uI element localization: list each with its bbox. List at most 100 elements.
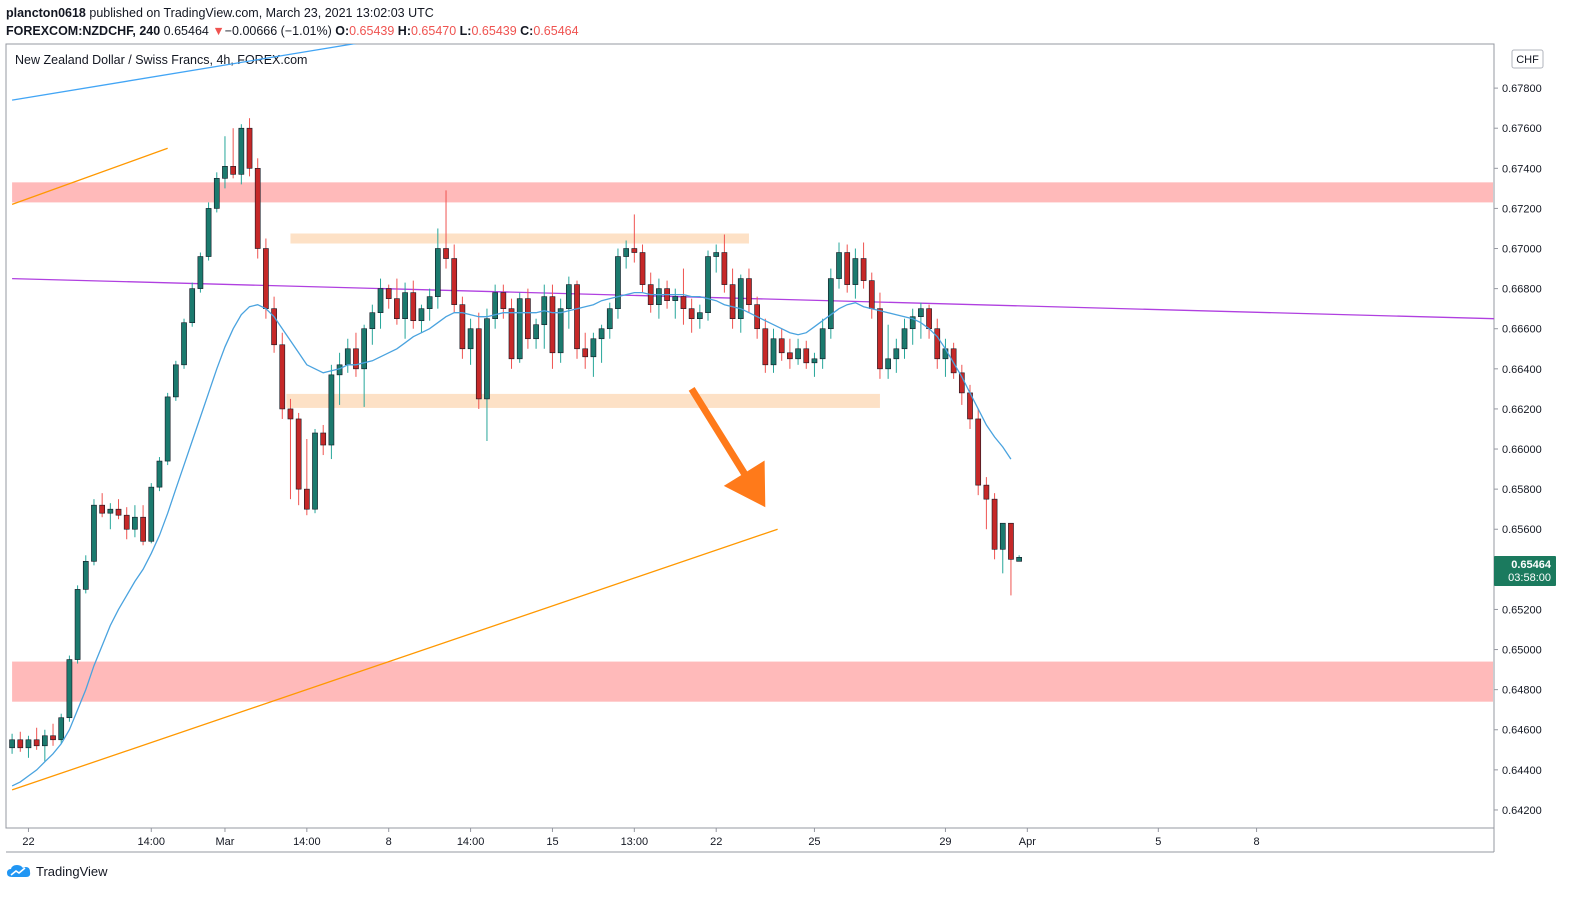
zones xyxy=(12,182,1494,702)
price-tick-label[interactable]: 0.64600 xyxy=(1502,725,1542,737)
time-tick-label[interactable]: 13:00 xyxy=(621,836,649,848)
candle-body xyxy=(844,252,851,285)
price-tick-label[interactable]: 0.66000 xyxy=(1502,444,1542,456)
candle xyxy=(172,360,179,401)
candle xyxy=(295,412,302,506)
candle-body xyxy=(156,460,163,488)
candle-body xyxy=(516,298,523,360)
candle-body xyxy=(623,248,629,257)
candle-body xyxy=(582,348,589,358)
price-tick-label[interactable]: 0.66600 xyxy=(1502,324,1542,336)
time-tick-label[interactable]: 8 xyxy=(1254,836,1260,848)
candle xyxy=(50,723,56,746)
time-tick-label[interactable]: 5 xyxy=(1155,836,1161,848)
time-tick-label[interactable]: Apr xyxy=(1019,836,1036,848)
candle-body xyxy=(713,252,720,257)
high-value: 0.65470 xyxy=(411,24,457,38)
candle xyxy=(484,308,490,442)
candle-body xyxy=(369,312,376,330)
candle-body xyxy=(983,484,990,500)
price-tick-label[interactable]: 0.65600 xyxy=(1502,524,1542,536)
candle xyxy=(189,282,196,327)
candle-body xyxy=(82,561,89,590)
price-tick-label[interactable]: 0.66800 xyxy=(1502,284,1542,296)
candle-body xyxy=(827,278,834,330)
time-axis[interactable]: 22 14:00 Mar 14:00 8 14:00 15 13:00 22 25 29 Apr 5 8 xyxy=(22,828,1260,848)
price-tick-label[interactable]: 0.67200 xyxy=(1502,203,1542,215)
candle-body xyxy=(17,739,24,749)
trendlines xyxy=(11,44,1494,791)
price-tag-bg xyxy=(1494,556,1556,586)
candle xyxy=(434,228,441,309)
author-name[interactable]: plancton0618 xyxy=(6,6,86,20)
time-tick-label[interactable]: 8 xyxy=(386,836,392,848)
candle xyxy=(557,298,564,363)
candle-body xyxy=(787,352,793,360)
time-tick-label[interactable]: 22 xyxy=(710,836,722,848)
candle-body xyxy=(615,256,621,309)
price-tick-label[interactable]: 0.64800 xyxy=(1502,685,1542,697)
candle xyxy=(868,272,875,319)
time-tick-label[interactable]: 14:00 xyxy=(293,836,321,848)
price-tick-label[interactable]: 0.67400 xyxy=(1502,163,1542,175)
time-tick-label[interactable]: 14:00 xyxy=(138,836,166,848)
time-tick-label[interactable]: 22 xyxy=(22,836,34,848)
candle-body xyxy=(230,166,236,175)
price-tick-label[interactable]: 0.64200 xyxy=(1502,805,1542,817)
price-tag-countdown: 03:58:00 xyxy=(1508,572,1551,584)
price-tick-label[interactable]: 0.64400 xyxy=(1502,765,1542,777)
price-tick-label[interactable]: 0.65200 xyxy=(1502,604,1542,616)
candle-body xyxy=(320,432,327,446)
down-arrow-icon xyxy=(688,387,766,508)
candle xyxy=(656,278,662,319)
candle xyxy=(451,244,458,313)
candle-body xyxy=(312,432,318,510)
candle-body xyxy=(729,284,736,320)
moving-average xyxy=(11,291,1012,787)
candle xyxy=(443,190,449,269)
candle xyxy=(1016,555,1022,562)
price-tick-label[interactable]: 0.67800 xyxy=(1502,83,1542,95)
candle-body xyxy=(746,278,752,305)
time-tick-label[interactable]: 25 xyxy=(808,836,820,848)
time-tick-label[interactable]: 14:00 xyxy=(457,836,485,848)
footer-brand[interactable]: TradingView xyxy=(36,863,108,879)
candle xyxy=(647,272,654,313)
candle xyxy=(631,214,638,263)
candle xyxy=(66,655,73,722)
candle-body xyxy=(434,248,441,297)
candle-body xyxy=(254,168,261,249)
symbol-label[interactable]: FOREXCOM:NZDCHF, 240 xyxy=(6,24,161,38)
trendline-blue-0 xyxy=(11,44,357,101)
candle-body xyxy=(868,280,875,309)
candle xyxy=(852,248,859,299)
currency-badge[interactable]: CHF xyxy=(1511,49,1544,69)
arrow-layer xyxy=(688,387,766,508)
candle xyxy=(140,505,146,546)
time-tick-label[interactable]: 15 xyxy=(546,836,558,848)
time-tick-label[interactable]: 29 xyxy=(939,836,951,848)
price-tick-label[interactable]: 0.65800 xyxy=(1502,484,1542,496)
candle xyxy=(958,364,965,405)
candle xyxy=(508,298,515,369)
candle-body xyxy=(598,328,605,340)
price-tick-label[interactable]: 0.67600 xyxy=(1502,123,1542,135)
candle xyxy=(254,158,261,259)
candle-body xyxy=(770,338,777,366)
price-tick-label[interactable]: 0.66400 xyxy=(1502,364,1542,376)
price-tick-label[interactable]: 0.67000 xyxy=(1502,244,1542,256)
candle-body xyxy=(557,308,564,354)
candle-body xyxy=(893,348,900,360)
candle xyxy=(74,585,81,664)
price-axis[interactable]: 0.67800 0.67600 0.67400 0.67200 0.67000 0.668… xyxy=(1494,83,1542,817)
price-tick-label[interactable]: 0.66200 xyxy=(1502,404,1542,416)
candle xyxy=(860,242,867,289)
candle xyxy=(205,202,212,261)
time-tick-label[interactable]: Mar xyxy=(215,836,234,848)
candle xyxy=(164,392,171,466)
price-tick-label[interactable]: 0.65000 xyxy=(1502,645,1542,657)
candle xyxy=(721,234,728,293)
publish-line: plancton0618 published on TradingView.co… xyxy=(6,4,579,22)
candle xyxy=(320,424,327,456)
